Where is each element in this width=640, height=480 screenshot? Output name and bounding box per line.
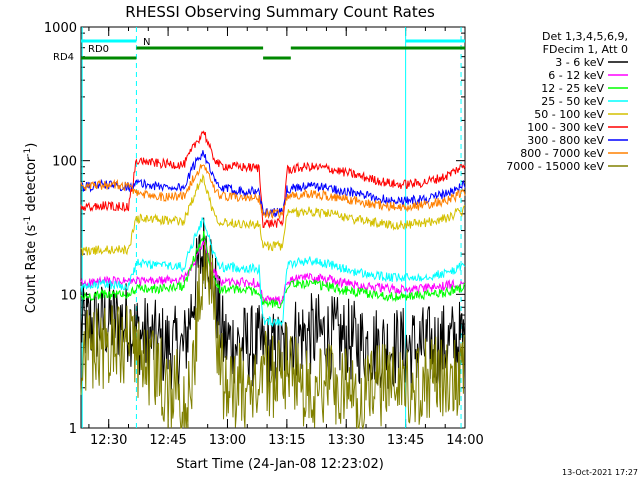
legend-header: Det 1,3,4,5,6,9, (542, 30, 628, 43)
series-lines (80, 130, 466, 430)
legend-label: 3 - 6 keV (555, 56, 604, 69)
x-tick-label: 12:45 (149, 433, 186, 448)
x-tick-label: 14:00 (446, 433, 483, 448)
x-tick-label: 13:00 (209, 433, 246, 448)
legend-label: 100 - 300 keV (527, 121, 604, 134)
x-tick-label: 12:30 (90, 433, 127, 448)
x-tick-label: 13:15 (268, 433, 305, 448)
x-tick-label: 13:45 (387, 433, 424, 448)
rd0-annotation: RD0 (88, 44, 109, 55)
y-tick-label: 10 (60, 288, 77, 303)
legend-label: 25 - 50 keV (541, 95, 604, 108)
legend-label: 12 - 25 keV (541, 82, 604, 95)
x-tick-label: 13:30 (328, 433, 365, 448)
y-axis-label-main: Count Rate (s (24, 225, 39, 314)
status-bars (81, 39, 465, 60)
legend-label: 300 - 800 keV (527, 134, 604, 147)
y-axis-label-end: ) (24, 143, 39, 148)
x-axis-label: Start Time (24-Jan-08 12:23:02) (176, 457, 384, 472)
series-line (80, 173, 466, 256)
series-line (80, 238, 466, 307)
legend-label: 50 - 100 keV (534, 108, 604, 121)
plot-area (80, 26, 466, 429)
y-tick-label: 100 (52, 155, 77, 170)
y-axis-label-sup1: -1 (23, 216, 33, 225)
legend-label: 6 - 12 keV (548, 69, 604, 82)
series-line (80, 242, 466, 430)
legend-label: 800 - 7000 keV (520, 147, 604, 160)
y-tick-label: 1 (69, 422, 77, 437)
night-annotation: N (143, 37, 150, 48)
y-axis-label-sup2: -1 (23, 148, 33, 157)
series-line (80, 164, 466, 221)
series-line (80, 230, 466, 309)
y-axis: 1 10 100 1000 (44, 21, 465, 437)
series-line (80, 130, 466, 229)
timestamp: 13-Oct-2021 17:27 (562, 468, 638, 477)
legend-header: FDecim 1, Att 0 (543, 43, 628, 56)
y-tick-label: 1000 (44, 21, 77, 36)
y-axis-label-mid: detector (24, 156, 39, 216)
chart-title: RHESSI Observing Summary Count Rates (125, 3, 435, 21)
series-line (80, 217, 466, 328)
legend: Det 1,3,4,5,6,9,FDecim 1, Att 03 - 6 keV… (506, 30, 628, 173)
rd4-annotation: RD4 (53, 52, 74, 63)
y-axis-label: Count Rate (s-1 detector-1) (23, 143, 39, 314)
legend-label: 7000 - 15000 keV (506, 160, 604, 173)
